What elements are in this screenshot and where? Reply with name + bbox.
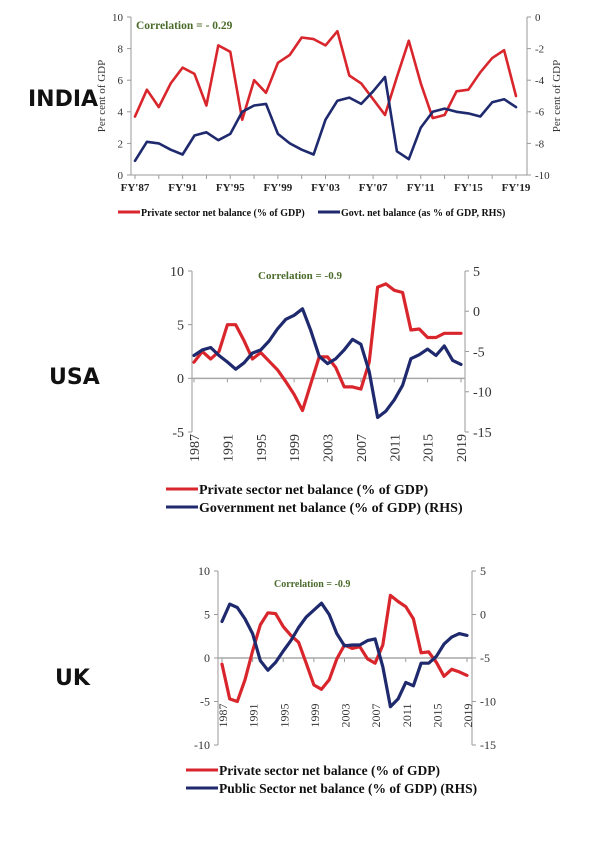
y-tick-label: 0 [177, 372, 184, 387]
y2-tick-label: -15 [473, 426, 492, 441]
x-tick-label: 2015 [430, 704, 444, 728]
series-line-government [192, 307, 463, 420]
legend: Private sector net balance (% of GDP) Go… [118, 208, 505, 219]
right-axis-title: Per cent of GDP [551, 60, 563, 132]
y-tick-label: 6 [118, 75, 124, 87]
y-tick-label: 5 [177, 319, 184, 334]
legend-label-govt: Govt. net balance (as % of GDP, RHS) [341, 208, 505, 219]
country-label-uk: UK [55, 666, 91, 691]
correlation-annotation: Correlation = -0.9 [258, 270, 342, 282]
series-line-private [133, 29, 518, 121]
series-line-private [192, 282, 463, 413]
y2-tick-label: -5 [480, 651, 490, 665]
series-line-private [220, 593, 469, 704]
y2-tick-label: -2 [535, 43, 544, 55]
legend: Private sector net balance (% of GDP) Pu… [186, 763, 477, 796]
y-tick-label: -10 [194, 738, 210, 752]
x-tick-label: 1987 [188, 434, 203, 462]
x-tick-label: FY'99 [264, 182, 293, 194]
legend-label-private: Private sector net balance (% of GDP) [141, 208, 305, 219]
x-tick-label: 1995 [277, 704, 291, 728]
x-tick-label: 1987 [216, 704, 230, 728]
uk-chart: UK -10 -5 0 5 10 -15 -10 -5 0 5 1987 1991 1995 1999… [55, 564, 496, 796]
y2-tick-label: -10 [535, 170, 550, 182]
usa-chart: USA -5 0 5 10 -15 -10 -5 0 5 1987 1991 1995 1999 20… [49, 265, 492, 516]
series-line-government [133, 75, 518, 163]
x-tick-label: FY'19 [502, 182, 531, 194]
x-tick-label: FY'87 [121, 182, 150, 194]
y2-tick-label: 5 [480, 564, 486, 578]
x-tick-label: 1991 [221, 434, 236, 462]
y-tick-label: 10 [198, 564, 210, 578]
x-tick-label: 2019 [461, 704, 475, 728]
y-tick-label: 0 [204, 651, 210, 665]
y-tick-label: 5 [204, 608, 210, 622]
x-tick-label: FY'15 [454, 182, 483, 194]
country-label-usa: USA [49, 365, 100, 390]
x-tick-label: 1999 [288, 434, 303, 462]
y-tick-label: 8 [118, 43, 124, 55]
y-tick-label: 0 [118, 170, 124, 182]
x-tick-label: 2003 [339, 704, 353, 728]
x-tick-label: 1995 [255, 434, 270, 462]
x-tick-label: 2007 [355, 434, 370, 462]
x-tick-label: 2011 [400, 704, 414, 728]
legend-label-govt: Government net balance (% of GDP) (RHS) [199, 501, 463, 516]
y2-tick-label: -10 [480, 695, 496, 709]
legend-label-private: Private sector net balance (% of GDP) [219, 763, 440, 778]
legend: Private sector net balance (% of GDP) Go… [166, 483, 463, 516]
x-tick-label: 1999 [308, 704, 322, 728]
x-tick-label: FY'03 [311, 182, 340, 194]
x-tick-label: FY'95 [216, 182, 245, 194]
y2-tick-label: 0 [535, 12, 541, 24]
y-tick-label: 4 [118, 107, 124, 119]
y2-tick-label: -6 [535, 107, 545, 119]
x-tick-label: 2011 [388, 434, 403, 461]
x-tick-label: 2015 [422, 434, 437, 462]
x-tick-label: 2003 [322, 434, 337, 462]
x-tick-label: FY'91 [168, 182, 197, 194]
y2-tick-label: -4 [535, 75, 545, 87]
y2-tick-label: -5 [473, 345, 485, 360]
x-tick-label: FY'11 [407, 182, 435, 194]
y-tick-label: 10 [112, 12, 124, 24]
correlation-annotation: Correlation = -0.9 [274, 579, 350, 590]
x-tick-label: FY'07 [359, 182, 388, 194]
y2-tick-label: -8 [535, 138, 545, 150]
series-line-government [220, 601, 469, 709]
left-axis-title: Per cent of GDP [96, 60, 108, 132]
x-tick-label: 2019 [455, 434, 470, 462]
y2-tick-label: 5 [473, 265, 480, 280]
y2-tick-label: -10 [473, 386, 492, 401]
legend-label-private: Private sector net balance (% of GDP) [199, 483, 428, 498]
y-tick-label: -5 [172, 426, 184, 441]
y-tick-label: 10 [170, 265, 184, 280]
y-tick-label: -5 [200, 695, 210, 709]
country-label-india: INDIA [28, 87, 98, 112]
correlation-annotation: Correlation = - 0.29 [136, 20, 233, 32]
legend-label-public: Public Sector net balance (% of GDP) (RH… [219, 781, 477, 796]
y-tick-label: 2 [118, 138, 124, 150]
y2-tick-label: 0 [480, 608, 486, 622]
x-tick-label: 1991 [247, 704, 261, 728]
y2-tick-label: -15 [480, 738, 496, 752]
x-tick-label: 2007 [369, 704, 383, 728]
india-chart: INDIA 0 2 4 6 8 10 -10 -8 -6 -4 -2 0 FY'87 FY'91 FY'… [28, 12, 563, 219]
y2-tick-label: 0 [473, 305, 480, 320]
